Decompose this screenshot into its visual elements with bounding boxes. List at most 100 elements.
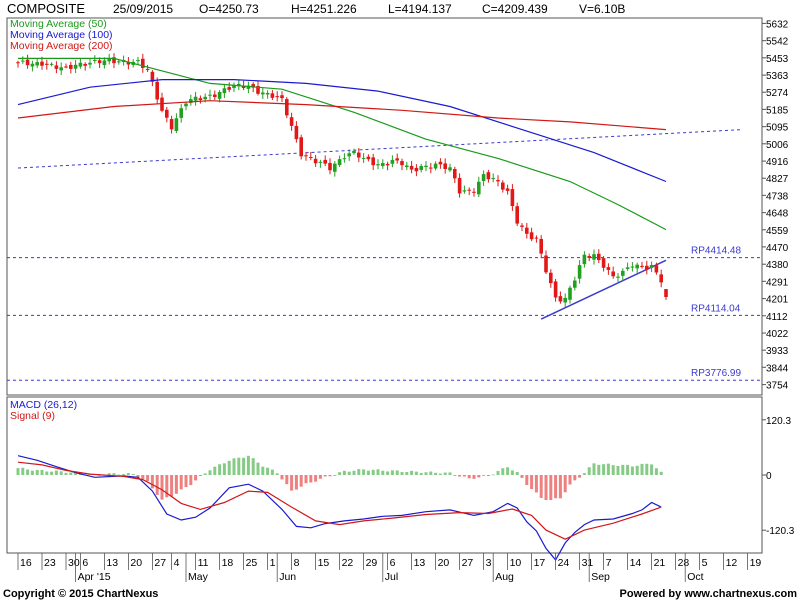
macd-histogram-bar xyxy=(117,474,121,476)
macd-histogram-bar xyxy=(654,468,658,475)
candle-body xyxy=(443,163,447,170)
candle-body xyxy=(184,103,188,107)
candle-body xyxy=(433,163,438,169)
macd-histogram-bar xyxy=(261,466,265,475)
candle-body xyxy=(35,62,39,66)
macd-histogram-bar xyxy=(597,464,601,475)
x-tick-label: 24 xyxy=(558,557,570,569)
x-tick-label: 6 xyxy=(390,557,396,569)
signal-line xyxy=(17,461,662,540)
candle-body xyxy=(169,119,174,130)
macd-histogram-bar xyxy=(280,475,284,480)
macd-histogram-bar xyxy=(203,473,207,475)
candle-body xyxy=(640,265,644,267)
candle-body xyxy=(529,232,534,240)
macd-histogram-bar xyxy=(294,475,298,490)
trendlines xyxy=(17,129,743,320)
price-tick-label: 4916 xyxy=(766,157,789,168)
price-tick-label: 5453 xyxy=(766,54,789,65)
high-value: H=4251.226 xyxy=(291,2,357,16)
support-resistance-levels: RP4414.48 RP4114.04 RP3776.99 xyxy=(7,246,762,381)
x-tick-label: 7 xyxy=(606,557,612,569)
macd-histogram-bar xyxy=(232,458,236,475)
candle-body xyxy=(553,281,558,298)
x-tick-label: 29 xyxy=(366,557,378,569)
candle-body xyxy=(395,158,399,161)
level-label: RP4114.04 xyxy=(691,303,741,314)
macd-histogram-bar xyxy=(107,473,111,475)
price-tick-label: 4380 xyxy=(766,260,789,271)
candle-body xyxy=(366,156,371,160)
macd-histogram-bar xyxy=(246,455,250,475)
price-tick-label: 4470 xyxy=(766,243,789,254)
candle-body xyxy=(64,66,68,68)
macd-histogram-bar xyxy=(333,475,337,476)
candle-body xyxy=(352,150,356,154)
candle-body xyxy=(49,63,54,65)
macd-histogram-bar xyxy=(64,472,68,475)
macd-legend-entry: Signal (9) xyxy=(10,410,55,422)
macd-histogram-bar xyxy=(309,475,313,483)
candle-body xyxy=(318,161,323,163)
candle-body xyxy=(21,60,25,62)
candle-body xyxy=(45,63,49,65)
macd-histogram-bar xyxy=(486,475,490,477)
candle-body xyxy=(256,86,260,94)
x-tick-label: 28 xyxy=(678,557,690,569)
candle-body xyxy=(654,265,659,273)
candle-body xyxy=(179,108,183,118)
level-label: RP4414.48 xyxy=(691,246,741,257)
candle-body xyxy=(472,191,476,193)
x-tick-label: 1 xyxy=(270,557,276,569)
macd-histogram-bar xyxy=(126,473,130,475)
candle-body xyxy=(289,117,294,126)
price-tick-label: 4022 xyxy=(766,329,789,340)
macd-histogram-bar xyxy=(74,471,78,475)
candle-body xyxy=(462,190,467,192)
macd-histogram-bar xyxy=(573,475,577,481)
x-tick-label: 13 xyxy=(106,557,118,569)
macd-histogram-bar xyxy=(141,475,145,480)
macd-histogram-bar xyxy=(40,469,44,475)
low-value: L=4194.137 xyxy=(388,2,452,16)
candle-body xyxy=(568,287,572,300)
macd-histogram-bar xyxy=(16,468,20,475)
x-tick-label: 12 xyxy=(726,557,738,569)
macd-histogram-bar xyxy=(146,475,150,482)
macd-histogram-bar xyxy=(35,469,39,475)
macd-histogram-bar xyxy=(458,475,462,477)
candle-body xyxy=(174,118,179,131)
price-legend-entry: Moving Average (200) xyxy=(10,40,113,52)
macd-tick-label: 120.3 xyxy=(766,416,791,427)
macd-histogram-bar xyxy=(659,471,663,475)
candle-body xyxy=(611,271,615,277)
candle-body xyxy=(563,297,567,303)
macd-histogram-bar xyxy=(477,475,481,478)
candle-body xyxy=(275,96,279,98)
macd-histogram-bar xyxy=(352,470,356,475)
candle-body xyxy=(582,254,587,265)
candle-body xyxy=(429,167,433,169)
candle-body xyxy=(477,181,481,195)
candle-body xyxy=(467,189,471,191)
macd-histogram-bar xyxy=(578,475,582,478)
candle-body xyxy=(337,159,342,166)
macd-histogram-bar xyxy=(222,463,226,475)
macd-histogram-bar xyxy=(602,464,606,475)
macd-histogram-bar xyxy=(501,468,505,475)
macd-histogram-bar xyxy=(434,472,438,475)
macd-histogram-bar xyxy=(496,471,500,475)
candle-body xyxy=(309,157,313,159)
price-tick-label: 3933 xyxy=(766,346,789,357)
x-tick-label: 21 xyxy=(654,557,666,569)
level-label: RP3776.99 xyxy=(691,368,741,379)
price-panel xyxy=(6,17,763,396)
macd-histogram-bar xyxy=(376,469,380,475)
x-tick-label: 17 xyxy=(534,557,546,569)
macd-histogram-bar xyxy=(69,472,73,475)
candle-body xyxy=(232,85,236,88)
macd-histogram-bar xyxy=(338,472,342,475)
candle-body xyxy=(520,225,524,227)
macd-histogram-bar xyxy=(242,457,246,475)
macd-histogram-bar xyxy=(592,463,596,475)
